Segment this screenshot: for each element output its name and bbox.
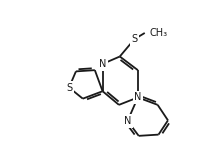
Text: S: S xyxy=(66,82,72,93)
Text: N: N xyxy=(124,116,131,126)
Text: N: N xyxy=(134,92,142,102)
Text: S: S xyxy=(131,34,137,44)
Text: CH₃: CH₃ xyxy=(150,28,168,38)
Text: N: N xyxy=(99,59,106,69)
